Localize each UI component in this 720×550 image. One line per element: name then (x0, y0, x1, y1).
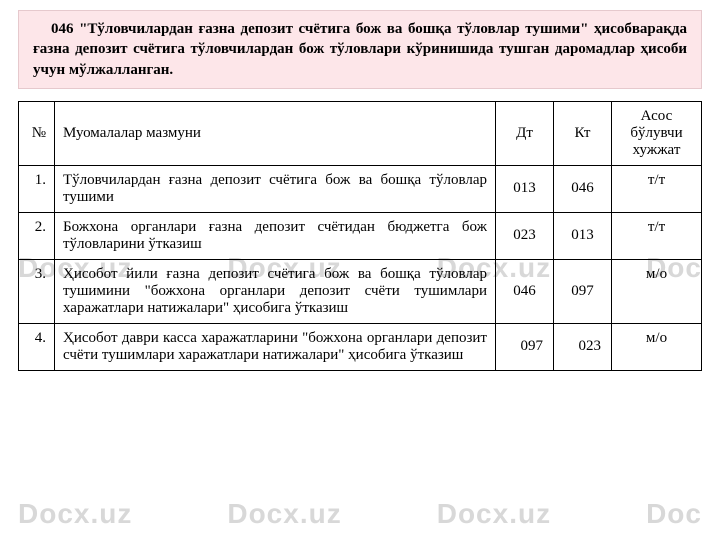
col-header-desc: Муомалалар мазмуни (55, 101, 496, 165)
accounting-table: № Муомалалар мазмуни Дт Кт Асос бўлувчи … (18, 101, 702, 371)
table-header-row: № Муомалалар мазмуни Дт Кт Асос бўлувчи … (19, 101, 702, 165)
watermark-text: Doc (646, 498, 702, 530)
table-row: 4. Ҳисобот даври касса харажатларини "бо… (19, 323, 702, 370)
cell-desc: Ҳисобот йили ғазна депозит счётига бож в… (55, 259, 496, 323)
cell-dt: 013 (496, 165, 554, 212)
header-paragraph: 046 "Тўловчилардан ғазна депозит счётига… (18, 10, 702, 89)
cell-asos: м/о (612, 323, 702, 370)
table-row: 3. Ҳисобот йили ғазна депозит счётига бо… (19, 259, 702, 323)
watermark-text: Docx.uz (227, 498, 341, 530)
cell-num: 2. (19, 212, 55, 259)
cell-asos: м/о (612, 259, 702, 323)
cell-desc: Ҳисобот даври касса харажатларини "божхо… (55, 323, 496, 370)
watermark-text: Docx.uz (18, 498, 132, 530)
table-row: 1. Тўловчилардан ғазна депозит счётига б… (19, 165, 702, 212)
watermark-row-3: Docx.uz Docx.uz Docx.uz Doc (0, 498, 720, 530)
cell-dt: 097 (496, 323, 554, 370)
cell-num: 4. (19, 323, 55, 370)
cell-asos: т/т (612, 212, 702, 259)
col-header-asos: Асос бўлувчи хужжат (612, 101, 702, 165)
col-header-kt: Кт (554, 101, 612, 165)
cell-dt: 023 (496, 212, 554, 259)
cell-desc: Божхона органлари ғазна депозит счётидан… (55, 212, 496, 259)
cell-kt: 023 (554, 323, 612, 370)
watermark-text: Docx.uz (437, 498, 551, 530)
table-row: 2. Божхона органлари ғазна депозит счёти… (19, 212, 702, 259)
cell-num: 1. (19, 165, 55, 212)
cell-asos: т/т (612, 165, 702, 212)
cell-num: 3. (19, 259, 55, 323)
col-header-num: № (19, 101, 55, 165)
cell-kt: 046 (554, 165, 612, 212)
cell-kt: 013 (554, 212, 612, 259)
cell-dt: 046 (496, 259, 554, 323)
cell-kt: 097 (554, 259, 612, 323)
col-header-dt: Дт (496, 101, 554, 165)
cell-desc: Тўловчилардан ғазна депозит счётига бож … (55, 165, 496, 212)
header-text: 046 "Тўловчилардан ғазна депозит счётига… (33, 21, 687, 78)
